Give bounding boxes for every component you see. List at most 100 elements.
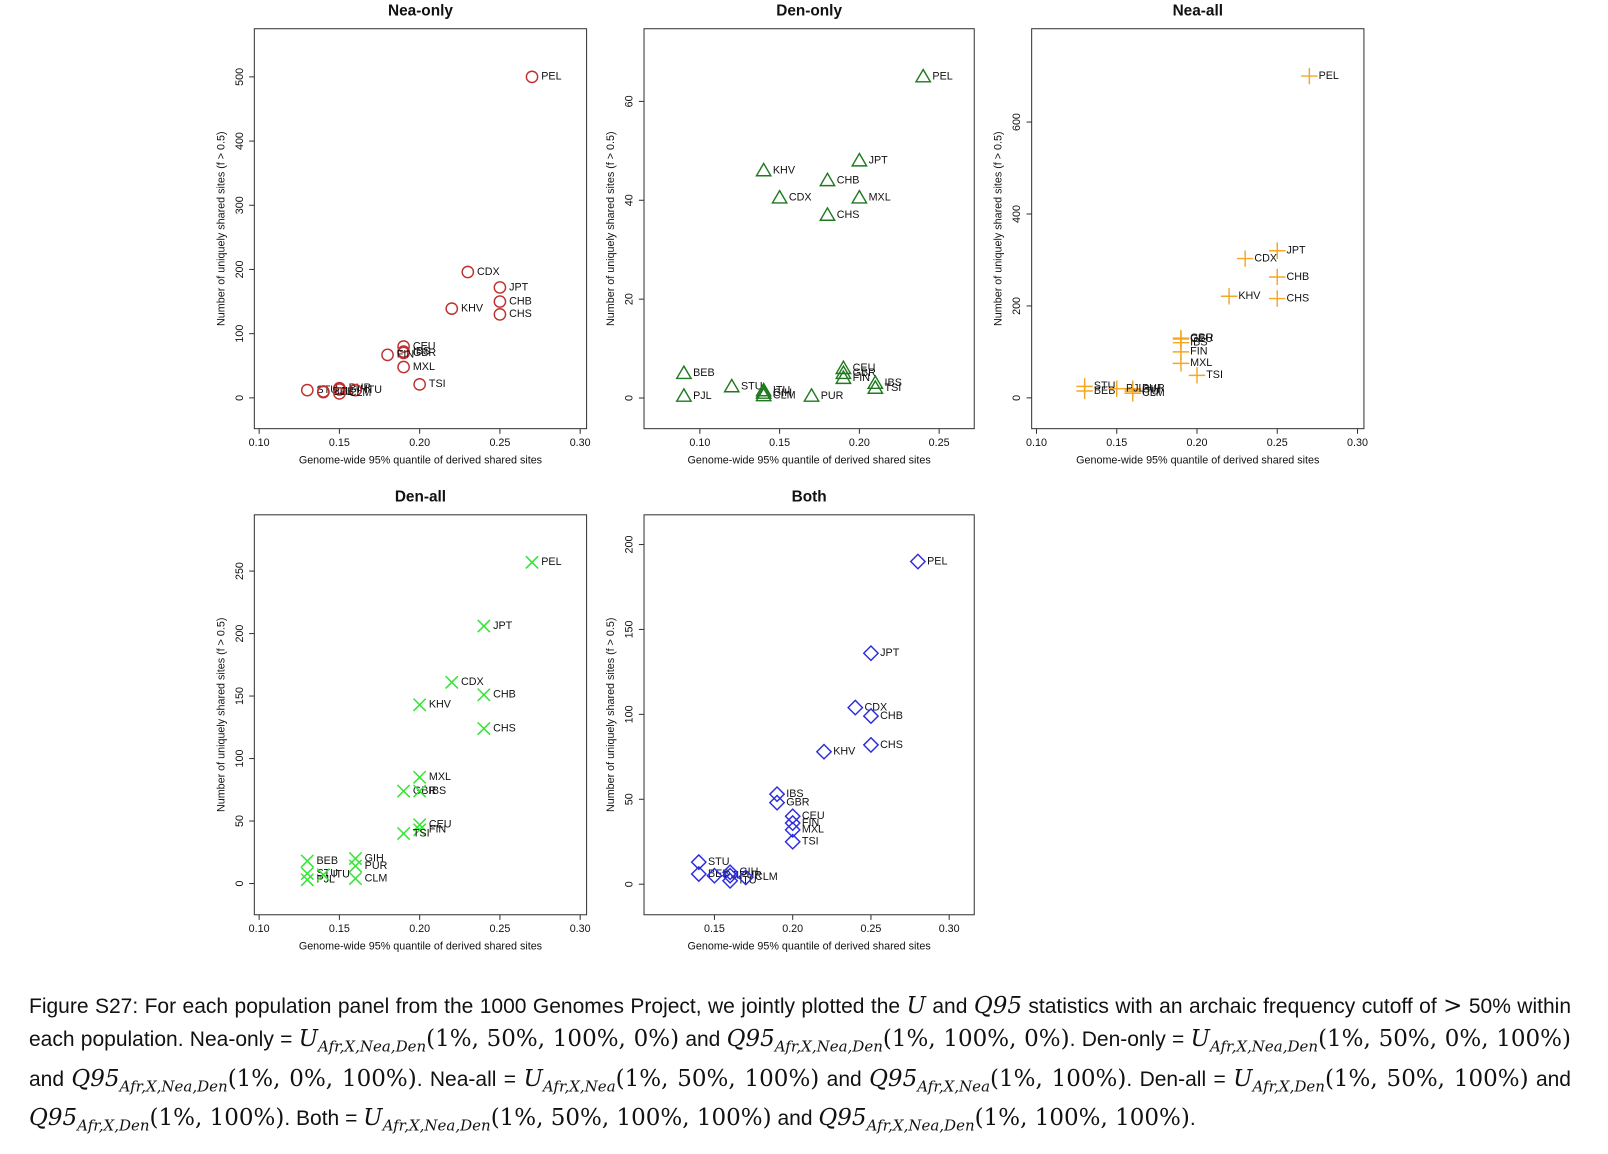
point-label: PEL <box>927 555 947 567</box>
point <box>525 555 539 570</box>
point-label: PUR <box>1142 383 1165 395</box>
panel: Nea-all 0.10 0.15 0.20 0.25 0.30 0 200 400 600 Gen… <box>993 2 1368 466</box>
y-tick-label: 0 <box>234 881 246 887</box>
x-axis-label: Genome-wide 95% quantile of derived shar… <box>299 940 542 952</box>
point-label: CDX <box>477 266 500 278</box>
point-label: IBS <box>1190 337 1207 349</box>
caption-text: statistics with an archaic frequency cut… <box>1021 995 1444 1018</box>
math: UAfr,X,Nea,Den(1%, 50%, 100%, 0%) <box>299 1026 679 1056</box>
caption-text: Figure S27: For each population panel fr… <box>29 995 907 1018</box>
y-tick-label: 150 <box>624 620 636 638</box>
point-label: CDX <box>789 192 812 204</box>
x-tick-label: 0.25 <box>489 437 510 449</box>
panel: Both 0.15 0.20 0.25 0.30 0 50 100 150 200 Genome-w… <box>605 488 975 952</box>
math-args: (1%, 0%, 100%) <box>227 1065 417 1092</box>
point <box>675 364 693 380</box>
math: UAfr,X,Nea,Den(1%, 50%, 0%, 100%) <box>1190 1026 1571 1056</box>
y-tick-label: 200 <box>624 536 636 554</box>
point <box>768 785 786 803</box>
point <box>1220 288 1238 305</box>
math-symbol: Q95 <box>818 1105 867 1132</box>
point <box>396 784 411 798</box>
point-label: FIN <box>397 349 414 361</box>
point <box>690 865 707 883</box>
point-label: CEU <box>853 362 876 374</box>
point <box>493 295 507 308</box>
point-label: CDX <box>1254 252 1277 264</box>
point-label: TSI <box>429 378 446 390</box>
point <box>721 867 739 884</box>
point <box>706 867 723 884</box>
y-tick-label: 200 <box>234 625 246 643</box>
math-symbol: Q95 <box>71 1065 120 1092</box>
point <box>768 794 786 811</box>
math-symbol: Q95 <box>869 1065 918 1092</box>
point-label: GBR <box>853 367 877 379</box>
point <box>493 308 507 321</box>
point-label: ITU <box>365 384 382 396</box>
point <box>412 823 427 837</box>
point <box>819 206 836 221</box>
point-label: JPT <box>509 281 529 293</box>
point-label: PUR <box>821 390 844 402</box>
x-axis-label: Genome-wide 95% quantile of derived shar… <box>688 940 931 952</box>
panel-title: Nea-only <box>388 2 453 19</box>
point-label: STU <box>708 856 730 868</box>
point-label: KHV <box>429 699 452 711</box>
y-tick-label: 100 <box>234 750 246 768</box>
panel-title: Nea-all <box>1173 2 1223 19</box>
point-label: GBR <box>413 785 437 797</box>
point <box>819 171 836 187</box>
panel: Den-all 0.10 0.15 0.20 0.25 0.30 0 50 100 150 200 2… <box>215 488 590 952</box>
point-label: GIH <box>349 383 368 395</box>
y-axis-label: Number of uniquely shared sites (f > 0.5… <box>993 131 1005 326</box>
point-label: GBR <box>786 797 810 809</box>
point-label: CHB <box>509 295 532 307</box>
point-label: GIH <box>739 866 758 878</box>
point-label: MXL <box>1190 357 1212 369</box>
math: Q95Afr,X,Nea(1%, 100%) <box>869 1065 1126 1096</box>
point <box>412 698 427 712</box>
point-label: GBR <box>1190 332 1214 344</box>
point <box>784 833 801 850</box>
point-label: CHB <box>880 710 903 722</box>
point <box>866 374 884 390</box>
point <box>866 379 884 394</box>
y-tick-label: 600 <box>1011 113 1023 131</box>
point-label: GIH <box>365 852 384 864</box>
point <box>815 743 833 760</box>
point-label: KHV <box>833 746 856 758</box>
math-symbol: U <box>1190 1026 1210 1052</box>
point <box>477 688 491 702</box>
point <box>1076 382 1093 400</box>
point-label: PJL <box>1126 383 1145 395</box>
y-tick-label: 0 <box>1011 395 1023 401</box>
math: Q95Afr,X,Nea,Den(1%, 0%, 100%) <box>71 1065 417 1096</box>
math-symbol: U <box>363 1105 383 1132</box>
math-subscript: Afr,X,Nea,Den <box>318 1037 427 1056</box>
point <box>316 868 331 882</box>
point <box>1301 67 1318 85</box>
point <box>862 707 880 725</box>
math-subscript: Afr,X,Nea,Den <box>1209 1037 1319 1056</box>
x-tick-label: 0.20 <box>409 923 430 935</box>
point <box>396 826 411 841</box>
point <box>300 854 314 868</box>
math-subscript: Afr,X,Nea <box>917 1077 991 1096</box>
point <box>477 619 491 633</box>
y-tick-label: 50 <box>234 815 246 827</box>
point <box>381 348 394 362</box>
point <box>348 859 363 873</box>
math-subscript: Afr,X,Nea,Den <box>774 1037 883 1056</box>
point <box>721 872 739 889</box>
point <box>755 162 773 177</box>
point-label: IBS <box>429 785 446 797</box>
x-tick-label: 0.10 <box>249 923 270 935</box>
x-tick-label: 0.20 <box>409 437 430 449</box>
math-subscript: Afr,X,Nea,Den <box>382 1116 491 1135</box>
point-label: BEB <box>317 855 339 867</box>
point <box>1269 242 1286 259</box>
x-tick-label: 0.25 <box>860 923 881 935</box>
